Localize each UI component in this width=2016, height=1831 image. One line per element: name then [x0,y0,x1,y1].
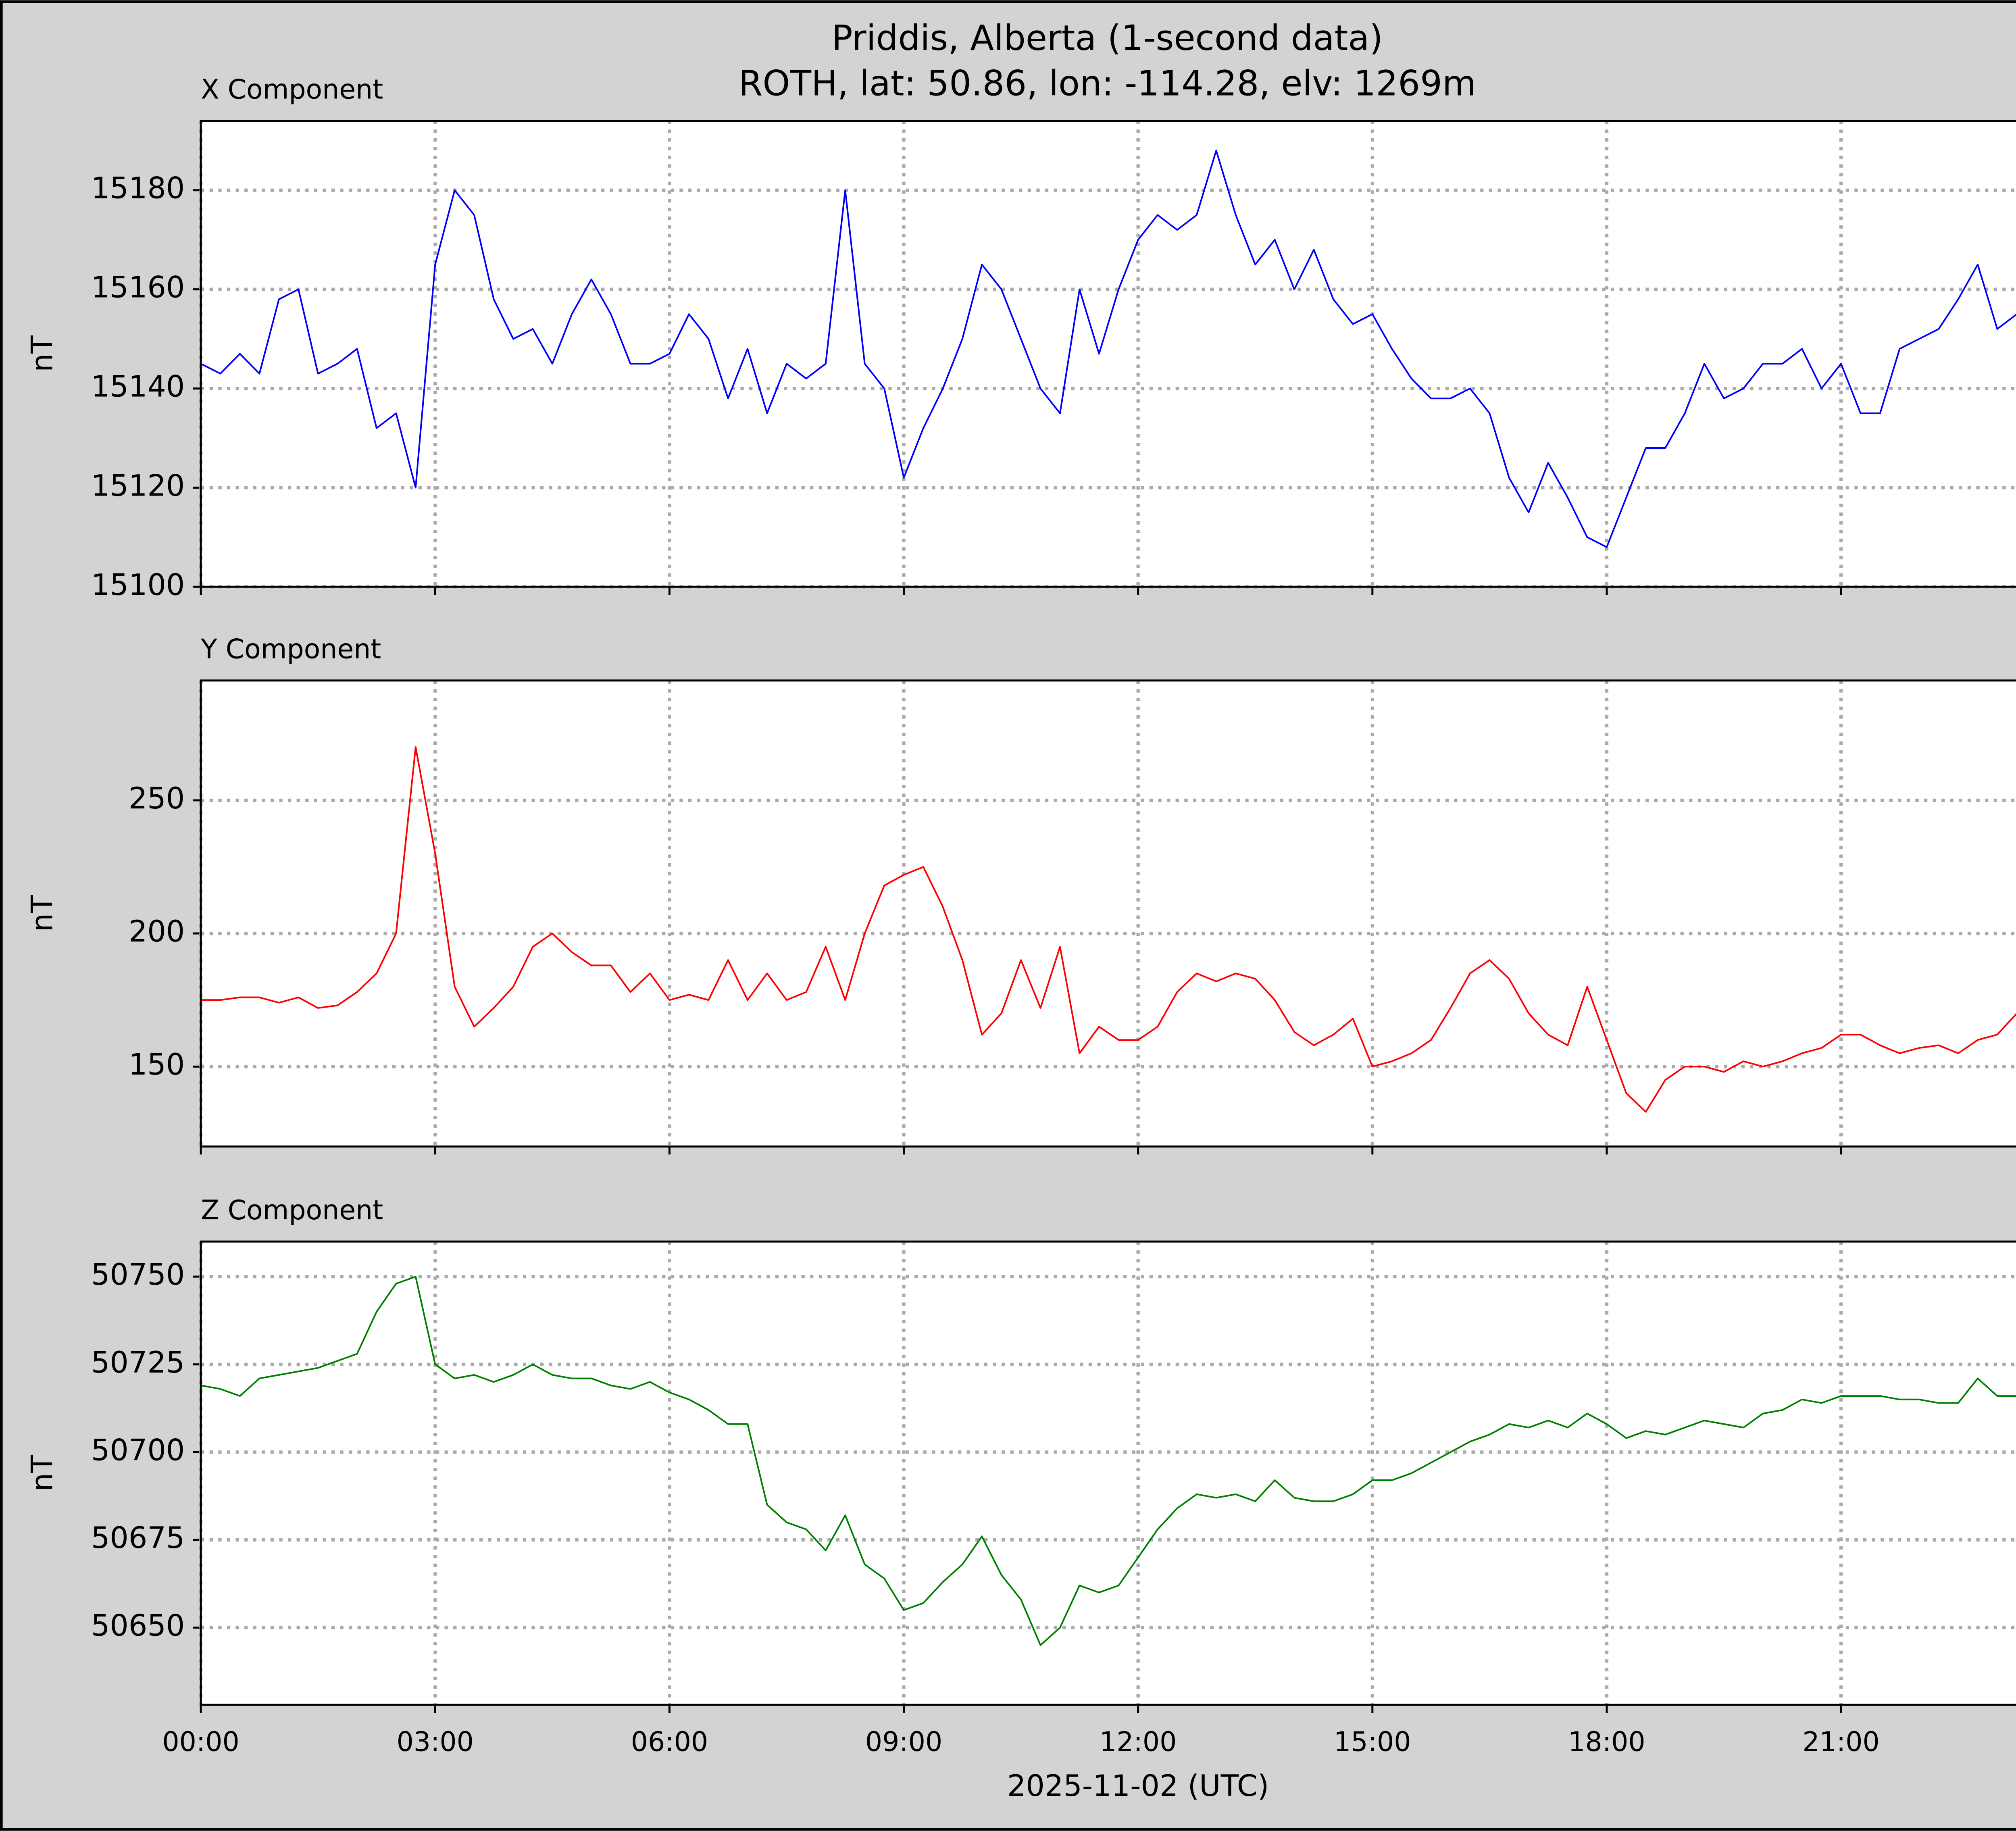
plot-frame [200,679,2016,1148]
y-tick-label: 15140 [91,370,185,404]
y-tick-label: 150 [129,1048,185,1082]
y-tick-label: 50750 [91,1258,185,1292]
y-tick-label: 50700 [91,1433,185,1467]
plot-area [201,680,2016,1147]
y-tick-label: 15180 [91,171,185,206]
figure-subtitle: ROTH, lat: 50.86, lon: -114.28, elv: 126… [738,64,1476,104]
x-tick-label: 21:00 [1802,1726,1879,1757]
y-tick-label: 250 [129,781,185,816]
y-axis-label: nT [25,1455,60,1491]
x-tick-label: 00:00 [162,1726,239,1757]
x-tick-label: 03:00 [397,1726,474,1757]
y-tick-label: 50725 [91,1346,185,1380]
x-axis-label: 2025-11-02 (UTC) [1007,1769,1269,1803]
y-axis-label: nT [25,895,60,932]
y-tick-label: 50650 [91,1609,185,1643]
data-line [200,1276,2016,1646]
panel-title: Z Component [201,1194,383,1226]
plot-area [201,121,2016,587]
data-line [200,150,2016,548]
y-tick-label: 200 [129,914,185,949]
x-tick-label: 06:00 [631,1726,708,1757]
figure-title: Priddis, Alberta (1-second data) [832,18,1383,58]
panel-title: Y Component [200,633,381,665]
y-tick-label: 15120 [91,469,185,503]
data-line [201,746,2016,1113]
x-tick-label: 18:00 [1568,1726,1645,1757]
x-tick-label: 12:00 [1100,1726,1177,1757]
plot-frame [200,1240,2016,1706]
y-tick-label: 50675 [91,1521,185,1555]
y-tick-label: 15160 [91,271,185,305]
y-axis-label: nT [25,335,60,372]
panel-title: X Component [201,74,383,105]
x-tick-label: 09:00 [865,1726,942,1757]
y-tick-label: 15100 [91,568,185,602]
plot-area [201,1241,2016,1705]
plot-frame [200,120,2016,588]
x-tick-label: 15:00 [1334,1726,1411,1757]
